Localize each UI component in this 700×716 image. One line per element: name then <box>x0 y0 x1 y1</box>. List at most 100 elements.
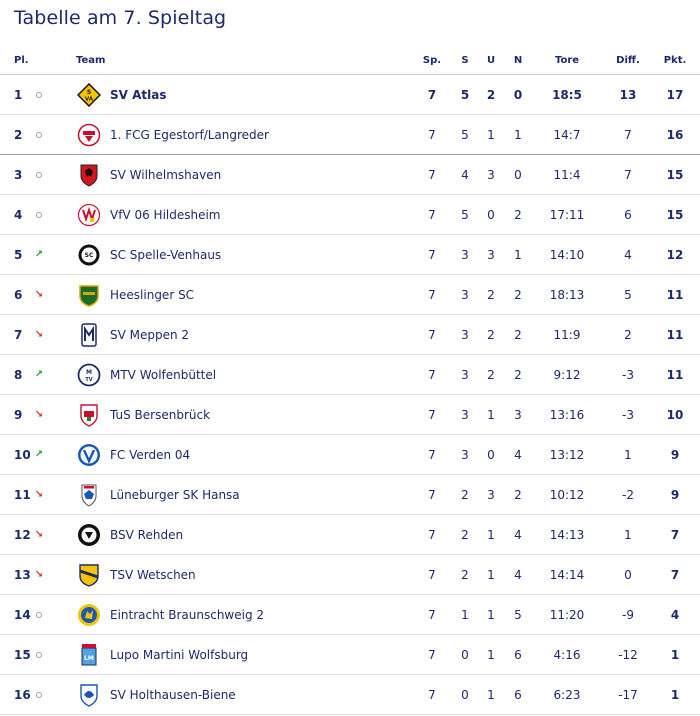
team-logo-cell <box>76 675 102 714</box>
table-row[interactable]: 11 ↘ Lüneburger SK Hansa 7 2 3 2 10:12 -2 9 <box>0 475 700 515</box>
points-cell: 10 <box>666 407 684 422</box>
points-cell: 9 <box>670 447 680 462</box>
trend-cell: ↘ <box>33 475 45 514</box>
team-name-link[interactable]: TSV Wetschen <box>110 567 196 582</box>
sv-meppen-logo-icon <box>77 322 101 347</box>
team-name-link[interactable]: SV Holthausen-Biene <box>110 687 236 702</box>
trend-down-icon: ↘ <box>34 488 44 500</box>
sv-atlas-logo-icon: S VA <box>77 82 101 107</box>
header-team: Team <box>76 55 106 66</box>
trend-cell: ↘ <box>33 555 45 594</box>
difference-cell: 1 <box>624 447 632 462</box>
team-name-link[interactable]: SV Atlas <box>110 87 167 102</box>
team-name-link[interactable]: Eintracht Braunschweig 2 <box>110 607 265 622</box>
played-cell: 7 <box>428 447 436 462</box>
team-name-link[interactable]: Lupo Martini Wolfsburg <box>110 647 249 662</box>
position-cell: 5 <box>14 247 23 262</box>
team-name-link[interactable]: 1. FCG Egestorf/Langreder <box>110 127 269 142</box>
eintracht-braunschweig-logo-icon <box>77 603 101 627</box>
trend-cell <box>33 155 45 194</box>
table-row[interactable]: 5 ↗ SC SC Spelle-Venhaus 7 3 3 1 14:10 4 12 <box>0 235 700 275</box>
table-row[interactable]: 14 Eintracht Braunschweig 2 7 1 1 5 11:20 -9 4 <box>0 595 700 635</box>
table-row[interactable]: 13 ↘ TSV Wetschen 7 2 1 4 14:14 0 7 <box>0 555 700 595</box>
points-cell: 4 <box>670 607 680 622</box>
losses-cell: 4 <box>514 447 522 462</box>
table-row[interactable]: 12 ↘ BSV Rehden 7 2 1 4 14:13 1 7 <box>0 515 700 555</box>
difference-cell: -3 <box>622 407 634 422</box>
points-cell: 7 <box>670 567 680 582</box>
table-row[interactable]: 15 LM Lupo Martini Wolfsburg 7 0 1 6 4:16 -12 1 <box>0 635 700 675</box>
table-row[interactable]: 6 ↘ Heeslinger SC 7 3 2 2 18:13 5 11 <box>0 275 700 315</box>
goals-cell: 4:16 <box>553 647 581 662</box>
team-logo-cell <box>76 275 102 314</box>
tus-bersenbrueck-logo-icon <box>77 403 101 427</box>
trend-cell <box>33 675 45 714</box>
position-cell: 14 <box>14 607 31 622</box>
played-cell: 7 <box>428 567 436 582</box>
played-cell: 7 <box>428 207 436 222</box>
trend-down-icon: ↘ <box>34 288 44 300</box>
trend-unchanged-icon <box>36 211 42 218</box>
losses-cell: 2 <box>514 207 522 222</box>
wins-cell: 2 <box>461 527 469 542</box>
wins-cell: 1 <box>461 607 469 622</box>
difference-cell: 5 <box>624 287 632 302</box>
team-name-link[interactable]: TuS Bersenbrück <box>110 407 211 422</box>
goals-cell: 17:11 <box>549 207 585 222</box>
trend-unchanged-icon <box>36 131 42 138</box>
difference-cell: 2 <box>624 327 632 342</box>
table-row[interactable]: 4 VfV 06 Hildesheim 7 5 0 2 17:11 6 15 <box>0 195 700 235</box>
team-name-link[interactable]: SV Wilhelmshaven <box>110 167 222 182</box>
team-name-link[interactable]: SC Spelle-Venhaus <box>110 247 222 262</box>
points-cell: 11 <box>666 287 684 302</box>
team-name-link[interactable]: SV Meppen 2 <box>110 327 190 342</box>
table-row[interactable]: 16 SV Holthausen-Biene 7 0 1 6 6:23 -17 1 <box>0 675 700 715</box>
draws-cell: 0 <box>487 207 495 222</box>
team-name-link[interactable]: FC Verden 04 <box>110 447 191 462</box>
table-row[interactable]: 10 ↗ FC Verden 04 7 3 0 4 13:12 1 9 <box>0 435 700 475</box>
draws-cell: 1 <box>487 647 495 662</box>
team-name-link[interactable]: MTV Wolfenbüttel <box>110 367 217 382</box>
wins-cell: 2 <box>461 487 469 502</box>
team-name-link[interactable]: BSV Rehden <box>110 527 184 542</box>
trend-cell: ↗ <box>33 235 45 274</box>
team-logo-cell <box>76 475 102 514</box>
trend-cell: ↘ <box>33 515 45 554</box>
draws-cell: 3 <box>487 167 495 182</box>
table-row[interactable]: 3 SV Wilhelmshaven 7 4 3 0 11:4 7 15 <box>0 155 700 195</box>
team-name-link[interactable]: Heeslinger SC <box>110 287 195 302</box>
difference-cell: -12 <box>618 647 638 662</box>
wins-cell: 4 <box>461 167 469 182</box>
draws-cell: 0 <box>487 447 495 462</box>
draws-cell: 2 <box>487 327 495 342</box>
difference-cell: 7 <box>624 127 632 142</box>
table-row[interactable]: 9 ↘ TuS Bersenbrück 7 3 1 3 13:16 -3 10 <box>0 395 700 435</box>
trend-down-icon: ↘ <box>34 328 44 340</box>
table-row[interactable]: 8 ↗ M TV MTV Wolfenbüttel 7 3 2 2 9:12 -3 11 <box>0 355 700 395</box>
svg-text:M: M <box>86 369 92 376</box>
losses-cell: 0 <box>513 87 523 102</box>
team-name-link[interactable]: VfV 06 Hildesheim <box>110 207 221 222</box>
wins-cell: 0 <box>461 687 469 702</box>
trend-up-icon: ↗ <box>34 248 44 260</box>
lupo-martini-logo-icon: LM <box>77 643 101 667</box>
points-cell: 1 <box>670 687 680 702</box>
table-row[interactable]: 2 1. FCG Egestorf/Langreder 7 5 1 1 14:7 7 16 <box>0 115 700 155</box>
table-row[interactable]: 7 ↘ SV Meppen 2 7 3 2 2 11:9 2 11 <box>0 315 700 355</box>
points-cell: 17 <box>666 87 684 102</box>
team-logo-cell: S VA <box>76 75 102 114</box>
trend-cell <box>33 115 45 154</box>
standings-table: Pl. Team Sp. S U N Tore Diff. Pkt. 1 S VA S… <box>0 47 700 715</box>
played-cell: 7 <box>428 287 436 302</box>
table-row[interactable]: 1 S VA SV Atlas 7 5 2 0 18:5 13 17 <box>0 75 700 115</box>
draws-cell: 2 <box>487 287 495 302</box>
team-logo-cell: SC <box>76 235 102 274</box>
sv-wilhelmshaven-logo-icon <box>77 163 101 187</box>
played-cell: 7 <box>428 247 436 262</box>
team-name-link[interactable]: Lüneburger SK Hansa <box>110 487 240 502</box>
position-cell: 7 <box>14 327 23 342</box>
wins-cell: 5 <box>461 207 469 222</box>
losses-cell: 2 <box>514 287 522 302</box>
draws-cell: 1 <box>487 527 495 542</box>
goals-cell: 11:20 <box>549 607 585 622</box>
